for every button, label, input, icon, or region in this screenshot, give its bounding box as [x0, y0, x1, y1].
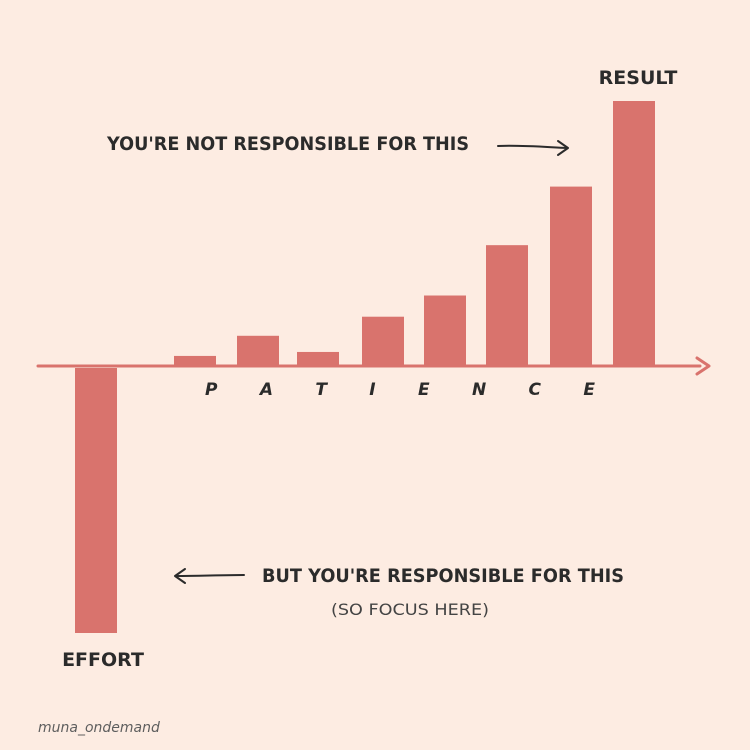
bar-2 — [174, 355, 216, 366]
bar-8 — [550, 186, 592, 366]
bar-label-result: RESULT — [599, 67, 678, 89]
annotation-responsible: BUT YOU'RE RESPONSIBLE FOR THIS — [262, 565, 624, 587]
annotation-not-responsible: YOU'RE NOT RESPONSIBLE FOR THIS — [106, 133, 469, 155]
bar-6 — [424, 295, 466, 366]
credit-handle: muna_ondemand — [38, 720, 160, 736]
bar-5 — [362, 316, 404, 366]
annotation-focus-here: (SO FOCUS HERE) — [331, 600, 489, 619]
bar-1 — [75, 368, 117, 633]
arrow-right-icon — [497, 140, 569, 156]
arrow-left-icon — [174, 568, 245, 584]
bar-label-effort: EFFORT — [62, 649, 144, 671]
bar-4 — [297, 351, 339, 366]
bars-group — [75, 101, 655, 633]
x-axis-arrowhead — [695, 356, 711, 376]
bar-7 — [486, 245, 528, 366]
bar-3 — [237, 335, 279, 366]
bar-9 — [613, 101, 655, 366]
